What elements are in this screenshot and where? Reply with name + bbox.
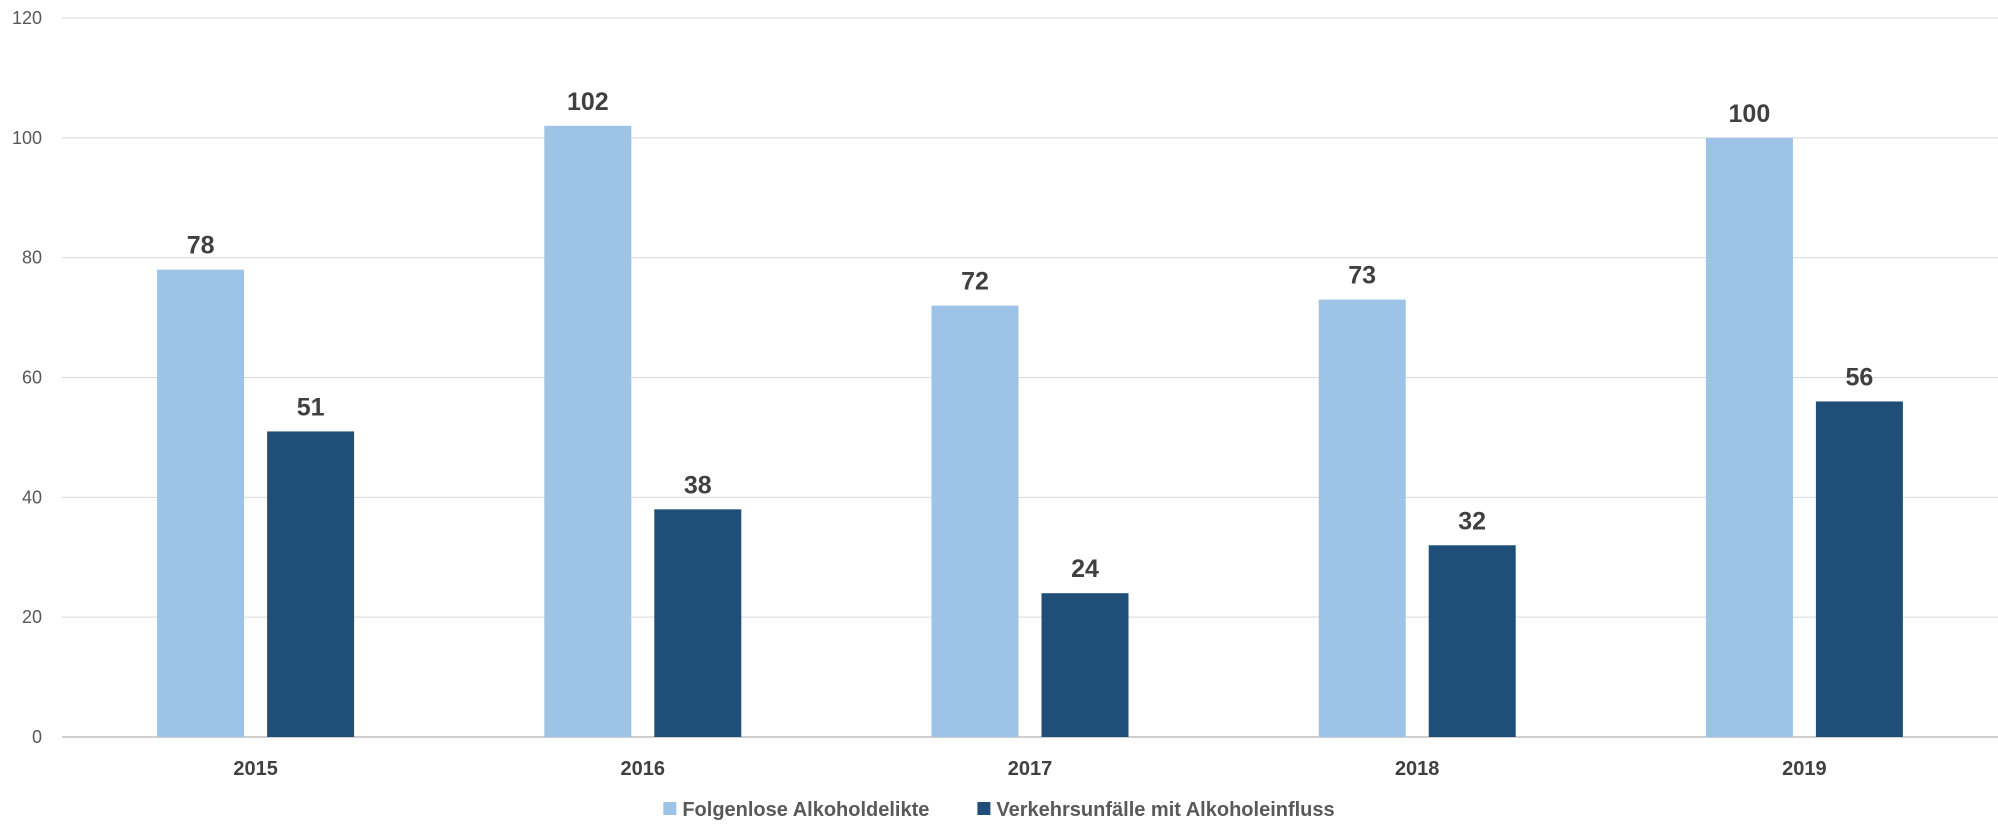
y-tick-label: 100	[12, 128, 42, 148]
data-label: 38	[684, 471, 712, 499]
data-label: 24	[1071, 555, 1099, 583]
bar-folgenlose-2019[interactable]	[1705, 137, 1793, 738]
legend: Folgenlose Alkoholdelikte Verkehrsunfälle…	[663, 799, 1335, 821]
y-tick-label: 120	[12, 8, 42, 28]
data-label: 72	[961, 268, 989, 296]
bar-verkehrsunfaelle-2015[interactable]	[267, 431, 355, 737]
x-tick-label: 2019	[1782, 758, 1827, 780]
bar-folgenlose-2015[interactable]	[157, 269, 245, 737]
data-label: 102	[567, 88, 609, 116]
data-label: 32	[1458, 507, 1486, 535]
x-tick-label: 2017	[1008, 758, 1053, 780]
data-label: 100	[1729, 100, 1771, 128]
bar-verkehrsunfaelle-2016[interactable]	[654, 509, 742, 737]
y-tick-label: 20	[22, 607, 42, 627]
x-tick-label: 2015	[233, 758, 278, 780]
legend-label: Verkehrsunfälle mit Alkoholeinfluss	[996, 799, 1334, 821]
bar-verkehrsunfaelle-2018[interactable]	[1428, 545, 1516, 737]
bars-layer	[157, 125, 1903, 738]
labels-layer: 0 20 40 60 80 100 120 78 51 2015 102 38 2016 72 24 2017…	[12, 8, 1873, 780]
data-label: 73	[1348, 262, 1376, 290]
bar-folgenlose-2016[interactable]	[544, 125, 632, 738]
y-tick-label: 40	[22, 487, 42, 507]
y-tick-label: 0	[32, 727, 42, 747]
bar-verkehrsunfaelle-2017[interactable]	[1041, 593, 1129, 737]
legend-label: Folgenlose Alkoholdelikte	[682, 799, 929, 821]
y-tick-label: 80	[22, 248, 42, 268]
data-label: 51	[297, 393, 325, 421]
legend-swatch[interactable]	[663, 802, 677, 815]
x-tick-label: 2016	[621, 758, 666, 780]
x-tick-label: 2018	[1395, 758, 1440, 780]
bar-folgenlose-2018[interactable]	[1318, 299, 1406, 737]
bar-verkehrsunfaelle-2019[interactable]	[1815, 401, 1903, 737]
data-label: 56	[1845, 363, 1873, 391]
bar-folgenlose-2017[interactable]	[931, 305, 1019, 737]
y-tick-label: 60	[22, 368, 42, 388]
data-label: 78	[187, 232, 215, 260]
grid-layer	[62, 17, 1998, 738]
legend-swatch[interactable]	[977, 802, 991, 815]
